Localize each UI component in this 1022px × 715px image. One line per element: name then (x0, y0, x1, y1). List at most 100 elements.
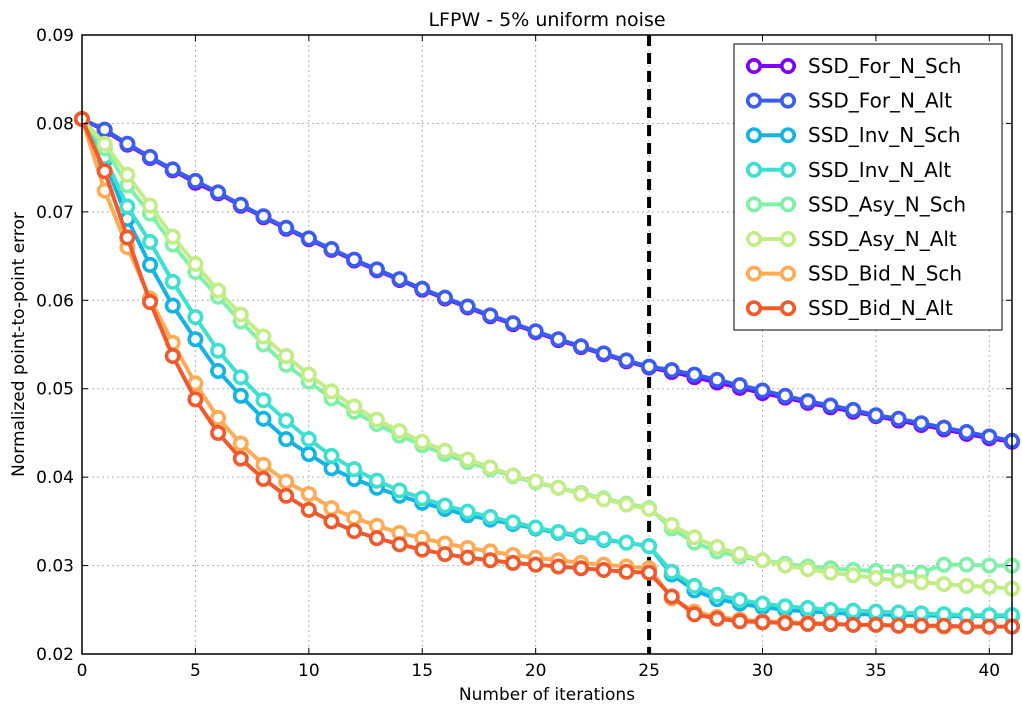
data-point (278, 347, 295, 364)
data-point (890, 410, 907, 427)
data-point (96, 163, 113, 180)
data-point (709, 610, 726, 627)
y-tick-label: 0.05 (36, 380, 74, 400)
data-point (822, 564, 839, 581)
data-point (799, 561, 816, 578)
y-tick-label: 0.02 (36, 645, 74, 665)
x-axis-title: Number of iterations (459, 685, 635, 705)
data-point (618, 534, 635, 551)
data-point (550, 331, 567, 348)
data-point (822, 615, 839, 632)
data-point (232, 435, 249, 452)
data-point (822, 397, 839, 414)
y-tick-label: 0.04 (36, 468, 74, 488)
data-point (346, 398, 363, 415)
data-point (436, 442, 453, 459)
data-point (459, 549, 476, 566)
legend-swatch-marker (745, 265, 762, 282)
data-point (527, 556, 544, 573)
legend-swatch-marker (779, 92, 796, 109)
data-point (573, 485, 590, 502)
legend-swatch-marker (779, 196, 796, 213)
legend-label: SSD_Inv_N_Alt (808, 158, 951, 182)
data-point (504, 514, 521, 531)
data-point (210, 409, 227, 426)
data-point (641, 358, 658, 375)
plot-frame (81, 34, 1013, 655)
data-point (142, 149, 159, 166)
data-point (391, 482, 408, 499)
data-point (119, 135, 136, 152)
data-point (686, 529, 703, 546)
data-point (504, 554, 521, 571)
data-point (913, 574, 930, 591)
data-point (119, 229, 136, 246)
data-point (663, 588, 680, 605)
data-point (255, 208, 272, 225)
data-point (867, 569, 884, 586)
data-point (754, 552, 771, 569)
data-point (686, 577, 703, 594)
data-point (527, 519, 544, 536)
data-point (686, 366, 703, 383)
data-point (323, 513, 340, 530)
legend-item: SSD_Asy_N_Sch (745, 192, 966, 216)
legend-swatch-marker (745, 57, 762, 74)
data-point (323, 447, 340, 464)
legend-item: SSD_For_N_Alt (745, 89, 952, 113)
x-tick-label: 5 (190, 661, 201, 681)
data-point (618, 496, 635, 513)
data-point (709, 371, 726, 388)
data-point (482, 307, 499, 324)
data-point (300, 431, 317, 448)
data-point (436, 546, 453, 563)
data-point (164, 228, 181, 245)
series-SSD_For_N_Alt (74, 111, 1020, 449)
data-point (368, 411, 385, 428)
data-point (459, 503, 476, 520)
data-point (709, 539, 726, 556)
legend-item: SSD_Inv_N_Sch (745, 123, 961, 147)
legend-swatch-marker (779, 57, 796, 74)
data-point (300, 230, 317, 247)
data-point (346, 523, 363, 540)
legend-swatch-marker (779, 300, 796, 317)
data-point (368, 530, 385, 547)
legend-item: SSD_Bid_N_Alt (745, 296, 953, 320)
data-point (845, 602, 862, 619)
data-point (799, 615, 816, 632)
series-SSD_Inv_N_Alt (74, 111, 1020, 624)
data-point (777, 615, 794, 632)
data-point (482, 508, 499, 525)
data-point (867, 407, 884, 424)
data-point (867, 616, 884, 633)
legend-label: SSD_For_N_Alt (808, 89, 952, 113)
data-point (187, 331, 204, 348)
data-point (232, 196, 249, 213)
data-point (754, 595, 771, 612)
data-point (414, 433, 431, 450)
data-point (164, 297, 181, 314)
data-point (300, 485, 317, 502)
data-point (527, 473, 544, 490)
data-point (436, 497, 453, 514)
data-point (278, 219, 295, 236)
series-SSD_Asy_N_Alt (74, 111, 1020, 597)
data-point (845, 567, 862, 584)
data-point (550, 523, 567, 540)
data-point (981, 428, 998, 445)
data-point (958, 424, 975, 441)
data-point (822, 601, 839, 618)
legend-item: SSD_Bid_N_Sch (745, 262, 962, 286)
data-point (913, 617, 930, 634)
y-tick-label: 0.09 (36, 26, 74, 46)
data-point (436, 289, 453, 306)
data-point (777, 557, 794, 574)
data-point (210, 184, 227, 201)
data-point (164, 161, 181, 178)
data-point (323, 383, 340, 400)
data-point (232, 450, 249, 467)
data-point (346, 251, 363, 268)
y-tick-label: 0.08 (36, 114, 74, 134)
